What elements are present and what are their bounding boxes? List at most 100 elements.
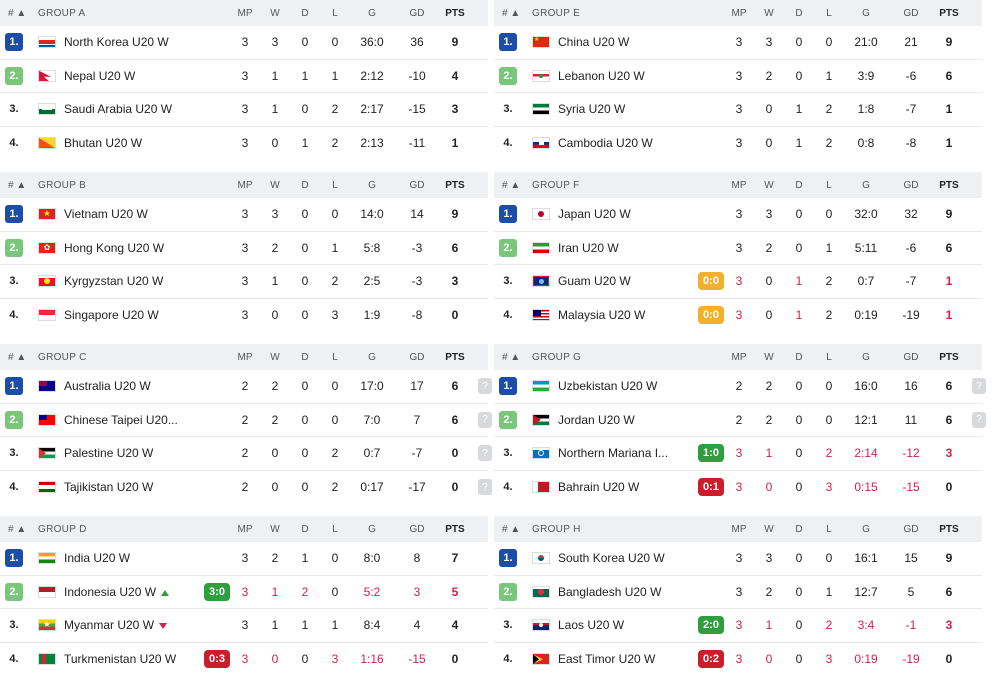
- col-header-g[interactable]: G: [368, 523, 376, 535]
- table-row[interactable]: 3. Northern Mariana I... 1:0 3 1 0 2 2:14 -12 3: [494, 437, 982, 471]
- help-icon[interactable]: ?: [972, 378, 986, 395]
- col-header-d[interactable]: D: [795, 179, 803, 191]
- team-name[interactable]: Uzbekistan U20 W: [558, 379, 657, 393]
- col-header-g[interactable]: G: [862, 351, 870, 363]
- table-row[interactable]: 4. Bhutan U20 W 3 0 1 2 2:13 -11 1: [0, 127, 488, 161]
- col-header-d[interactable]: D: [301, 523, 309, 535]
- rank-sort-header[interactable]: # ▲: [502, 7, 521, 19]
- col-header-g[interactable]: G: [862, 523, 870, 535]
- team-name[interactable]: Northern Mariana I...: [558, 446, 668, 460]
- team-name[interactable]: Chinese Taipei U20...: [64, 413, 178, 427]
- team-name[interactable]: Cambodia U20 W: [558, 136, 653, 150]
- col-header-pts[interactable]: PTS: [445, 523, 465, 535]
- col-header-mp[interactable]: MP: [237, 7, 253, 19]
- live-score-badge[interactable]: 2:0: [698, 616, 724, 635]
- col-header-w[interactable]: W: [270, 179, 280, 191]
- col-header-l[interactable]: L: [332, 7, 338, 19]
- col-header-pts[interactable]: PTS: [939, 523, 959, 535]
- team-name[interactable]: Indonesia U20 W: [64, 585, 170, 599]
- col-header-l[interactable]: L: [826, 523, 832, 535]
- help-icon[interactable]: ?: [478, 445, 492, 462]
- team-name[interactable]: South Korea U20 W: [558, 551, 665, 565]
- team-name[interactable]: Singapore U20 W: [64, 308, 159, 322]
- col-header-l[interactable]: L: [826, 179, 832, 191]
- col-header-d[interactable]: D: [301, 179, 309, 191]
- col-header-mp[interactable]: MP: [731, 179, 747, 191]
- col-header-g[interactable]: G: [368, 351, 376, 363]
- col-header-pts[interactable]: PTS: [939, 179, 959, 191]
- table-row[interactable]: 3. Guam U20 W 0:0 3 0 1 2 0:7 -7 1: [494, 265, 982, 299]
- col-header-pts[interactable]: PTS: [939, 7, 959, 19]
- team-name[interactable]: Vietnam U20 W: [64, 207, 148, 221]
- col-header-d[interactable]: D: [795, 351, 803, 363]
- team-name[interactable]: India U20 W: [64, 551, 130, 565]
- live-score-badge[interactable]: 1:0: [698, 444, 724, 463]
- col-header-l[interactable]: L: [826, 351, 832, 363]
- col-header-d[interactable]: D: [301, 351, 309, 363]
- rank-sort-header[interactable]: # ▲: [8, 7, 27, 19]
- rank-sort-header[interactable]: # ▲: [502, 179, 521, 191]
- live-score-badge[interactable]: 0:1: [698, 478, 724, 497]
- help-icon[interactable]: ?: [478, 378, 492, 395]
- col-header-gd[interactable]: GD: [903, 351, 919, 363]
- col-header-gd[interactable]: GD: [409, 523, 425, 535]
- col-header-l[interactable]: L: [332, 523, 338, 535]
- table-row[interactable]: 1. Japan U20 W 3 3 0 0 32:0 32 9: [494, 198, 982, 232]
- col-header-l[interactable]: L: [826, 7, 832, 19]
- table-row[interactable]: 1. Australia U20 W 2 2 0 0 17:0 17 6?: [0, 370, 492, 404]
- col-header-w[interactable]: W: [764, 7, 774, 19]
- col-header-w[interactable]: W: [270, 351, 280, 363]
- team-name[interactable]: Guam U20 W: [558, 274, 631, 288]
- team-name[interactable]: Hong Kong U20 W: [64, 241, 164, 255]
- rank-sort-header[interactable]: # ▲: [502, 523, 521, 535]
- col-header-gd[interactable]: GD: [409, 179, 425, 191]
- table-row[interactable]: 4. Tajikistan U20 W 2 0 0 2 0:17 -17 0?: [0, 471, 492, 505]
- col-header-gd[interactable]: GD: [903, 179, 919, 191]
- table-row[interactable]: 1. Uzbekistan U20 W 2 2 0 0 16:0 16 6?: [494, 370, 986, 404]
- rank-sort-header[interactable]: # ▲: [502, 351, 521, 363]
- table-row[interactable]: 3. ★ Myanmar U20 W 3 1 1 1 8:4 4 4: [0, 609, 488, 643]
- table-row[interactable]: 2. Chinese Taipei U20... 2 2 0 0 7:0 7 6?: [0, 404, 492, 437]
- table-row[interactable]: 4. Cambodia U20 W 3 0 1 2 0:8 -8 1: [494, 127, 982, 161]
- col-header-gd[interactable]: GD: [903, 7, 919, 19]
- help-icon[interactable]: ?: [478, 411, 492, 428]
- col-header-pts[interactable]: PTS: [445, 179, 465, 191]
- table-row[interactable]: 4. Turkmenistan U20 W 0:3 3 0 0 3 1:16 -15 0: [0, 643, 488, 677]
- table-row[interactable]: 3. Syria U20 W 3 0 1 2 1:8 -7 1: [494, 93, 982, 127]
- team-name[interactable]: Saudi Arabia U20 W: [64, 102, 172, 116]
- col-header-g[interactable]: G: [862, 179, 870, 191]
- rank-sort-header[interactable]: # ▲: [8, 179, 27, 191]
- live-score-badge[interactable]: 0:0: [698, 272, 724, 291]
- col-header-d[interactable]: D: [795, 7, 803, 19]
- table-row[interactable]: 1. ★ Vietnam U20 W 3 3 0 0 14:0 14 9: [0, 198, 488, 232]
- col-header-g[interactable]: G: [368, 7, 376, 19]
- col-header-g[interactable]: G: [862, 7, 870, 19]
- col-header-w[interactable]: W: [764, 179, 774, 191]
- table-row[interactable]: 1. South Korea U20 W 3 3 0 0 16:1 15 9: [494, 542, 982, 576]
- help-icon[interactable]: ?: [972, 411, 986, 428]
- col-header-mp[interactable]: MP: [237, 351, 253, 363]
- col-header-gd[interactable]: GD: [409, 351, 425, 363]
- table-row[interactable]: 1. India U20 W 3 2 1 0 8:0 8 7: [0, 542, 488, 576]
- live-score-badge[interactable]: 0:2: [698, 650, 724, 669]
- col-header-w[interactable]: W: [270, 523, 280, 535]
- team-name[interactable]: Myanmar U20 W: [64, 618, 168, 632]
- col-header-gd[interactable]: GD: [409, 7, 425, 19]
- table-row[interactable]: 2. Jordan U20 W 2 2 0 0 12:1 11 6?: [494, 404, 986, 437]
- col-header-d[interactable]: D: [795, 523, 803, 535]
- rank-sort-header[interactable]: # ▲: [8, 523, 27, 535]
- table-row[interactable]: 4. East Timor U20 W 0:2 3 0 0 3 0:19 -19 0: [494, 643, 982, 677]
- team-name[interactable]: Malaysia U20 W: [558, 308, 645, 322]
- team-name[interactable]: Australia U20 W: [64, 379, 151, 393]
- col-header-g[interactable]: G: [368, 179, 376, 191]
- team-name[interactable]: Nepal U20 W: [64, 69, 135, 83]
- rank-sort-header[interactable]: # ▲: [8, 351, 27, 363]
- table-row[interactable]: 3. Laos U20 W 2:0 3 1 0 2 3:4 -1 3: [494, 609, 982, 643]
- team-name[interactable]: Bangladesh U20 W: [558, 585, 661, 599]
- table-row[interactable]: 3. Saudi Arabia U20 W 3 1 0 2 2:17 -15 3: [0, 93, 488, 127]
- table-row[interactable]: 2. Bangladesh U20 W 3 2 0 1 12:7 5 6: [494, 576, 982, 609]
- table-row[interactable]: 2. Indonesia U20 W 3:0 3 1 2 0 5:2 3 5: [0, 576, 488, 609]
- col-header-w[interactable]: W: [270, 7, 280, 19]
- col-header-w[interactable]: W: [764, 523, 774, 535]
- team-name[interactable]: China U20 W: [558, 35, 629, 49]
